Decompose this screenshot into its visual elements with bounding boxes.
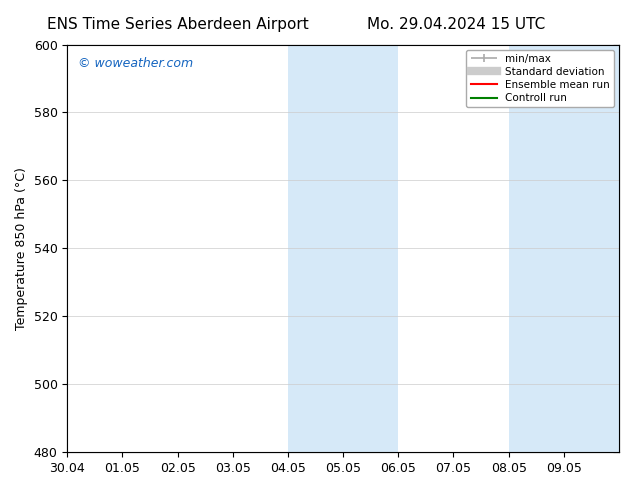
Text: © woweather.com: © woweather.com xyxy=(79,57,193,70)
Y-axis label: Temperature 850 hPa (°C): Temperature 850 hPa (°C) xyxy=(15,167,28,330)
Bar xyxy=(564,45,619,452)
Text: ENS Time Series Aberdeen Airport: ENS Time Series Aberdeen Airport xyxy=(47,17,308,32)
Bar xyxy=(288,45,343,452)
Legend: min/max, Standard deviation, Ensemble mean run, Controll run: min/max, Standard deviation, Ensemble me… xyxy=(467,49,614,107)
Bar xyxy=(508,45,564,452)
Bar xyxy=(343,45,398,452)
Text: Mo. 29.04.2024 15 UTC: Mo. 29.04.2024 15 UTC xyxy=(367,17,546,32)
